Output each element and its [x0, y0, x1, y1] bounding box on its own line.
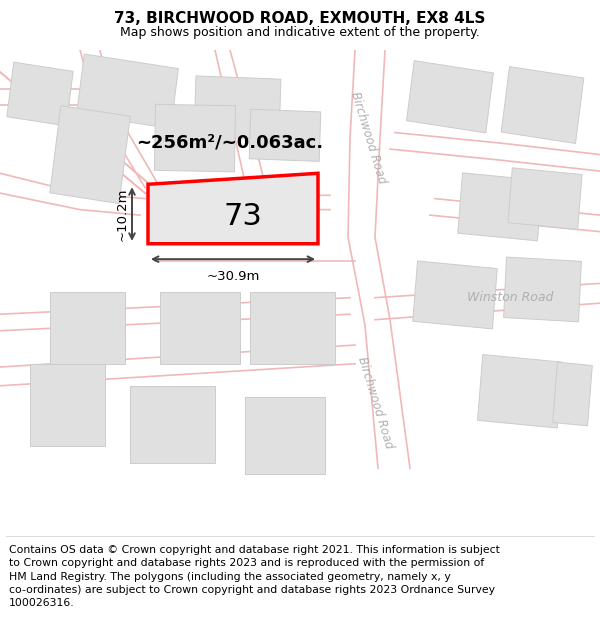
Text: Winston Road: Winston Road	[467, 291, 553, 304]
Text: ~10.2m: ~10.2m	[116, 188, 129, 241]
Polygon shape	[375, 287, 600, 320]
Bar	[130, 386, 215, 463]
Text: Birchwood Road: Birchwood Road	[348, 91, 388, 186]
Polygon shape	[249, 109, 321, 161]
Text: 73, BIRCHWOOD ROAD, EXMOUTH, EX8 4LS: 73, BIRCHWOOD ROAD, EXMOUTH, EX8 4LS	[115, 11, 485, 26]
Polygon shape	[50, 106, 130, 204]
Polygon shape	[458, 173, 542, 241]
Text: Contains OS data © Crown copyright and database right 2021. This information is : Contains OS data © Crown copyright and d…	[9, 545, 500, 608]
Polygon shape	[77, 54, 178, 129]
Text: ~256m²/~0.063ac.: ~256m²/~0.063ac.	[136, 133, 323, 151]
Bar	[50, 292, 125, 364]
Bar	[30, 364, 105, 446]
Text: Birchwood Road: Birchwood Road	[355, 354, 395, 450]
Polygon shape	[148, 173, 318, 244]
Text: ~30.9m: ~30.9m	[206, 270, 260, 283]
Bar	[160, 292, 240, 364]
Polygon shape	[407, 61, 493, 133]
Polygon shape	[413, 261, 497, 329]
Polygon shape	[7, 62, 73, 126]
Polygon shape	[508, 168, 582, 229]
Polygon shape	[154, 104, 236, 172]
Text: Map shows position and indicative extent of the property.: Map shows position and indicative extent…	[120, 26, 480, 39]
Polygon shape	[553, 362, 592, 426]
Polygon shape	[503, 257, 581, 322]
Bar	[245, 397, 325, 474]
Polygon shape	[501, 67, 584, 144]
Polygon shape	[348, 50, 410, 468]
Polygon shape	[0, 72, 160, 193]
Polygon shape	[478, 354, 562, 428]
Text: 73: 73	[224, 202, 262, 231]
Bar	[250, 292, 335, 364]
Polygon shape	[194, 76, 281, 139]
